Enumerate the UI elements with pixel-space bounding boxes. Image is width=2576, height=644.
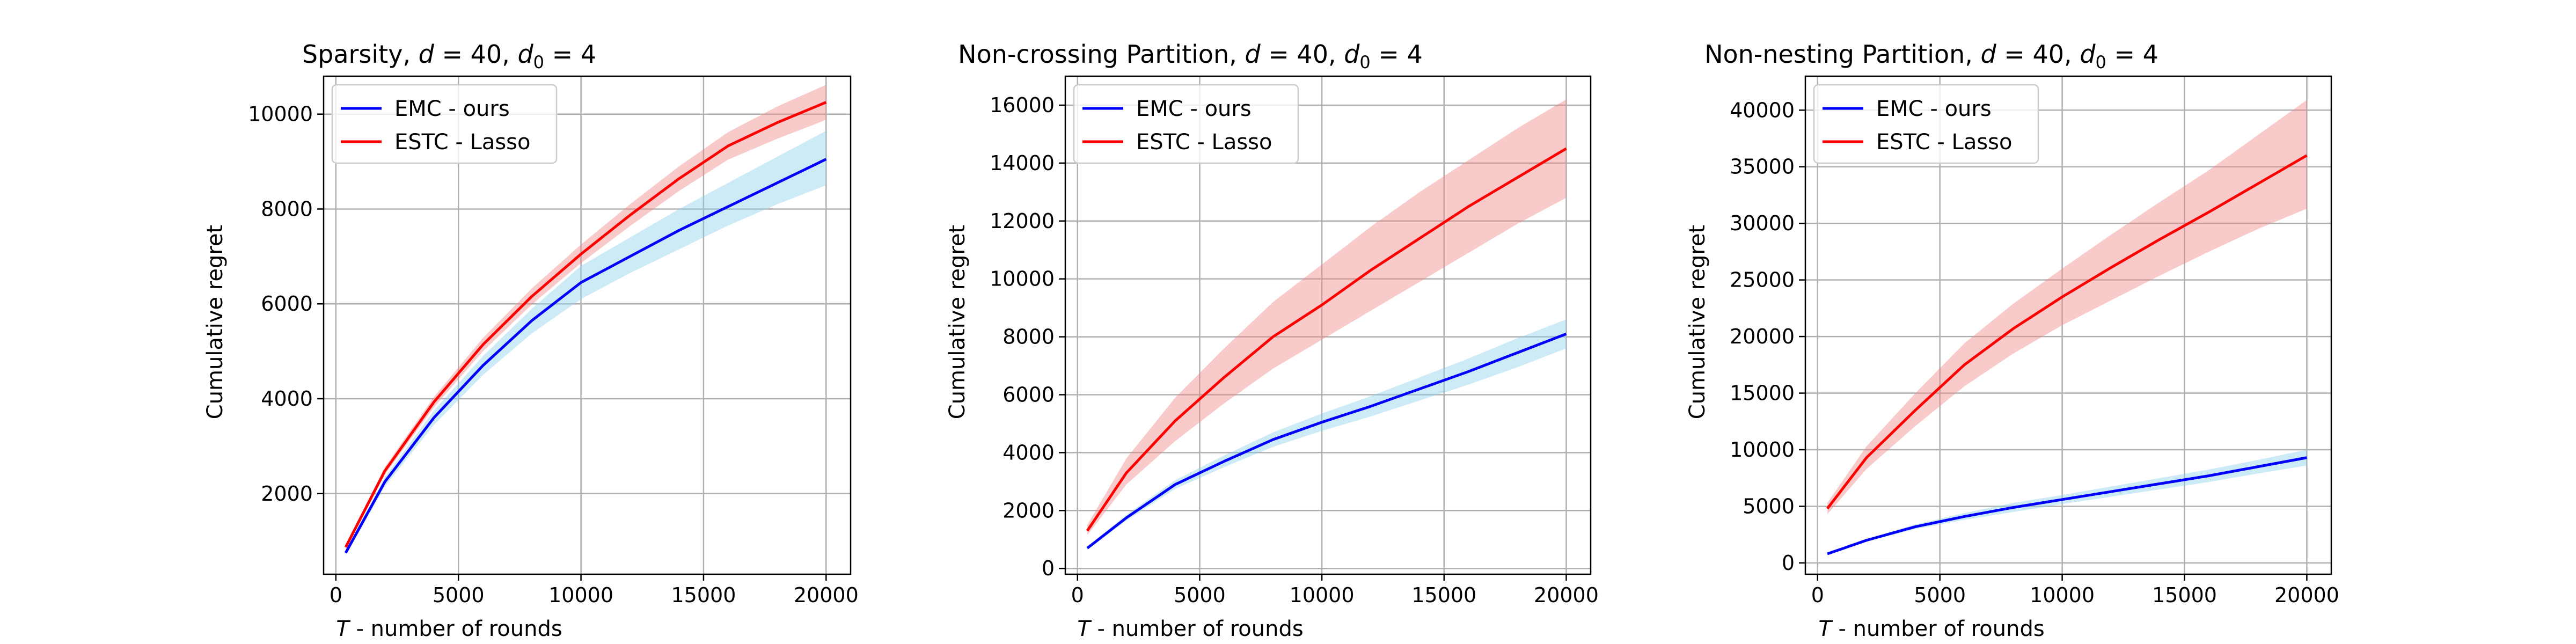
y-tick-label: 4000 xyxy=(1002,441,1055,464)
x-tick-label: 5000 xyxy=(1914,583,1966,607)
legend-label-emc: EMC - ours xyxy=(1876,97,1992,121)
y-tick-label: 6000 xyxy=(1002,383,1055,406)
y-tick-label: 2000 xyxy=(261,482,313,506)
y-tick-label: 25000 xyxy=(1730,268,1795,292)
confidence-band-emc xyxy=(1827,450,2307,555)
y-tick-label: 15000 xyxy=(1730,382,1795,405)
x-tick-label: 10000 xyxy=(1290,583,1355,607)
y-tick-label: 40000 xyxy=(1730,98,1795,122)
legend-label-emc: EMC - ours xyxy=(394,97,510,121)
y-tick-label: 2000 xyxy=(1002,499,1055,522)
x-tick-label: 5000 xyxy=(1174,583,1226,607)
y-tick-label: 5000 xyxy=(1743,494,1795,518)
legend-box xyxy=(1073,84,1299,164)
plot-area xyxy=(1086,99,1567,550)
confidence-band-estc xyxy=(1827,100,2307,515)
x-tick-label: 0 xyxy=(1071,583,1084,607)
y-tick-label: 6000 xyxy=(261,292,313,316)
legend-label-estc: ESTC - Lasso xyxy=(1876,130,2012,155)
y-tick-label: 0 xyxy=(1782,551,1795,575)
plot-area xyxy=(1826,100,2308,555)
axes-frame xyxy=(323,75,852,575)
chart-panel-sparsity: Sparsity, d = 40, d0 = 4 T - number of r… xyxy=(203,40,859,641)
y-tick-label: 30000 xyxy=(1730,211,1795,235)
series-line-estc xyxy=(344,101,827,548)
y-tick-label: 20000 xyxy=(1730,325,1795,348)
x-tick-label: 10000 xyxy=(548,583,613,607)
legend: EMC - ours ESTC - Lasso xyxy=(1073,84,1299,164)
chart-title: Non-crossing Partition, d = 40, d0 = 4 xyxy=(958,40,1423,72)
x-tick-label: 15000 xyxy=(1411,583,1476,607)
x-axis-label: T - number of rounds xyxy=(1818,617,2044,641)
y-tick-label: 8000 xyxy=(261,197,313,221)
series-line-estc xyxy=(1826,154,2308,510)
x-tick-label: 0 xyxy=(1811,583,1824,607)
y-tick-label: 10000 xyxy=(248,103,313,126)
x-tick-label: 20000 xyxy=(2274,583,2339,607)
y-tick-label: 35000 xyxy=(1730,155,1795,179)
legend: EMC - ours ESTC - Lasso xyxy=(1813,84,2039,164)
confidence-band-emc xyxy=(1087,319,1567,550)
plot-area xyxy=(344,84,827,555)
series-line-emc xyxy=(1086,332,1567,550)
x-tick-label: 15000 xyxy=(671,583,736,607)
x-tick-label: 0 xyxy=(330,583,342,607)
confidence-band-emc xyxy=(346,130,826,555)
legend: EMC - ours ESTC - Lasso xyxy=(331,84,558,164)
y-tick-label: 12000 xyxy=(990,209,1055,233)
legend-box xyxy=(331,84,558,164)
x-tick-label: 10000 xyxy=(2030,583,2095,607)
x-tick-label: 20000 xyxy=(1534,583,1599,607)
chart-panel-non-nesting: Non-nesting Partition, d = 40, d0 = 4 T … xyxy=(1685,40,2339,641)
y-axis-label: Cumulative regret xyxy=(203,225,228,419)
series-line-emc xyxy=(1827,456,2307,555)
x-tick-label: 20000 xyxy=(794,583,859,607)
x-axis-label: T - number of rounds xyxy=(336,617,562,641)
legend-label-estc: ESTC - Lasso xyxy=(1136,130,1272,155)
confidence-band-estc xyxy=(346,84,826,550)
y-tick-label: 10000 xyxy=(990,267,1055,291)
legend-label-estc: ESTC - Lasso xyxy=(394,130,531,155)
y-axis-label: Cumulative regret xyxy=(945,225,970,419)
axes-frame xyxy=(1804,75,2332,575)
chart-panel-non-crossing: Non-crossing Partition, d = 40, d0 = 4 T… xyxy=(945,40,1599,641)
series-line-estc xyxy=(1086,147,1567,532)
x-axis-label: T - number of rounds xyxy=(1077,617,1303,641)
y-tick-label: 16000 xyxy=(990,93,1055,117)
legend-label-emc: EMC - ours xyxy=(1136,97,1252,121)
y-tick-label: 14000 xyxy=(990,151,1055,175)
chart-title: Non-nesting Partition, d = 40, d0 = 4 xyxy=(1704,40,2158,72)
confidence-band-estc xyxy=(1087,99,1567,536)
y-tick-label: 8000 xyxy=(1002,325,1055,349)
axes-frame xyxy=(1064,75,1592,575)
chart-title: Sparsity, d = 40, d0 = 4 xyxy=(302,40,596,72)
legend-box xyxy=(1813,84,2039,164)
y-tick-label: 4000 xyxy=(261,387,313,411)
y-tick-label: 10000 xyxy=(1730,438,1795,462)
x-tick-label: 5000 xyxy=(433,583,485,607)
y-tick-label: 0 xyxy=(1042,557,1055,580)
y-axis-label: Cumulative regret xyxy=(1685,225,1710,419)
x-tick-label: 15000 xyxy=(2152,583,2217,607)
series-line-emc xyxy=(344,158,827,554)
